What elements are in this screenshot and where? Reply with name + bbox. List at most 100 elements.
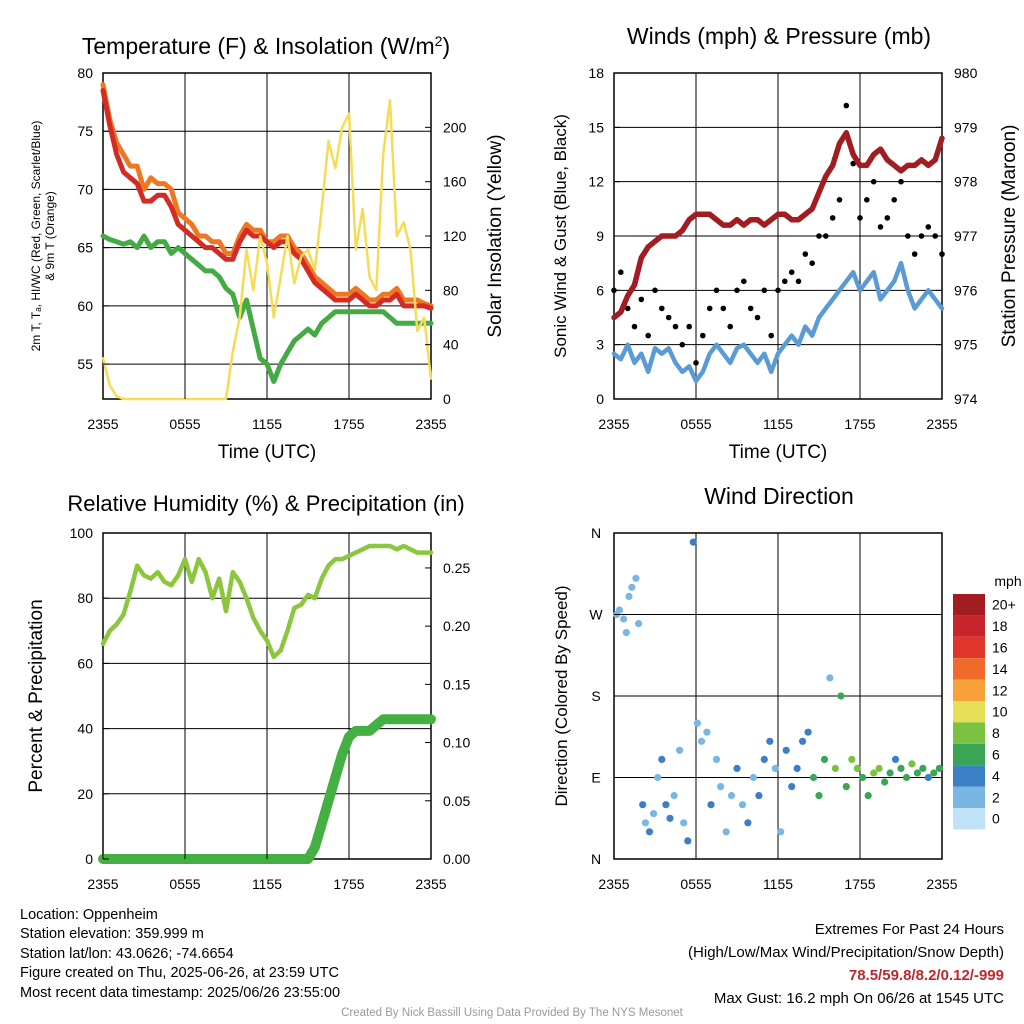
two-meter-temp-line	[100, 88, 434, 311]
direction-point	[625, 592, 633, 601]
gust-point	[857, 215, 863, 221]
direction-point	[760, 755, 768, 764]
legend-label: 6	[992, 747, 1000, 763]
direction-point	[662, 801, 670, 809]
title-close: )	[442, 33, 450, 59]
gust-point	[816, 233, 822, 239]
direction-point	[902, 773, 911, 782]
winds-panel: Winds (mph) & Pressure (mb) 2355 0555 1155…	[551, 23, 1020, 463]
direction-point	[771, 764, 779, 773]
direction-point	[615, 606, 624, 614]
direction-tick-label: E	[591, 770, 600, 786]
title-superscript: 2	[435, 33, 443, 49]
y-tick-label-right: 0.10	[443, 735, 470, 751]
direction-point	[654, 773, 662, 782]
x-tick-label: 2355	[415, 876, 446, 892]
temperature-right-axis-label: Solar Insolation (Yellow)	[485, 134, 506, 337]
y-tick-label-left: 15	[588, 119, 604, 135]
gust-point	[734, 287, 740, 294]
gust-point	[925, 224, 932, 230]
direction-point	[755, 792, 763, 800]
direction-point	[717, 783, 725, 791]
direction-point	[749, 773, 758, 782]
direction-point	[766, 737, 774, 745]
legend-swatch	[953, 722, 985, 744]
y-tick-label-left: 12	[588, 174, 604, 190]
legend-swatch	[953, 615, 985, 637]
legend-label: 2	[992, 789, 1000, 805]
direction-point	[837, 692, 845, 700]
gust-point	[638, 296, 645, 303]
legend-title: mph	[994, 573, 1021, 589]
gust-point	[898, 178, 904, 185]
gust-point	[864, 197, 870, 203]
gust-point	[911, 251, 918, 257]
legend-swatch	[953, 808, 985, 830]
temperature-chart-title: Temperature (F) & Insolation (W/m2)	[82, 33, 450, 59]
gust-point	[782, 278, 788, 285]
gust-point	[631, 323, 638, 330]
x-tick-label: 1155	[252, 416, 282, 432]
y-tick-label-right: 40	[443, 337, 459, 353]
gust-point	[795, 278, 802, 285]
gust-point	[788, 269, 795, 276]
direction-point	[793, 764, 801, 773]
x-tick-label: 2355	[598, 876, 629, 892]
legend-label: 20+	[992, 597, 1016, 613]
temperature-x-axis-label: Time (UTC)	[218, 442, 317, 463]
gust-point	[686, 323, 692, 330]
direction-point	[680, 819, 688, 827]
legend-label: 4	[992, 768, 1000, 784]
y-tick-label-left: 18	[588, 65, 604, 81]
direction-point	[712, 755, 721, 764]
direction-point	[804, 728, 812, 736]
gust-point	[918, 233, 925, 239]
direction-point	[635, 620, 643, 628]
direction-point	[919, 764, 927, 773]
gust-point	[823, 233, 829, 239]
direction-tick-label: N	[591, 525, 601, 541]
y-tick-label-left: 65	[77, 240, 93, 256]
direction-point	[848, 755, 856, 764]
y-tick-label-left: 55	[77, 356, 93, 372]
legend-swatch	[953, 658, 985, 680]
y-tick-label-left: 9	[596, 228, 604, 244]
legend-label: 18	[992, 618, 1008, 634]
direction-point	[689, 538, 697, 546]
y-tick-label-right: 0.25	[443, 560, 470, 576]
y-tick-label-right: 200	[443, 119, 467, 135]
y-tick-label-left: 6	[596, 282, 604, 298]
direction-point	[722, 828, 730, 836]
direction-point	[935, 764, 943, 773]
y-tick-label-left: 0	[85, 851, 93, 867]
gust-point	[775, 287, 781, 294]
location-text: Location: Oppenheim	[20, 907, 158, 923]
x-tick-label: 1155	[252, 876, 282, 892]
gust-point	[645, 332, 651, 339]
gust-point	[741, 278, 747, 285]
y-tick-label-left: 60	[77, 655, 93, 671]
y-tick-label-right: 979	[954, 119, 978, 135]
gust-point	[761, 287, 768, 294]
direction-point	[628, 583, 636, 591]
gust-point	[713, 287, 720, 294]
gust-point	[870, 178, 877, 185]
x-tick-label: 2355	[926, 876, 957, 892]
max-gust-text: Max Gust: 16.2 mph On 06/26 at 1545 UTC	[713, 990, 1004, 1007]
winds-right-axis-label: Station Pressure (Maroon)	[999, 125, 1020, 348]
x-tick-label: 2355	[87, 876, 118, 892]
gust-point	[700, 332, 706, 339]
humidity-panel: Relative Humidity (%) & Precipitation (i…	[26, 491, 470, 892]
legend-swatch	[953, 786, 985, 808]
y-tick-label-left: 0	[596, 391, 604, 407]
extremes-subtitle: (High/Low/Max Wind/Precipitation/Snow De…	[688, 944, 1004, 961]
direction-point	[658, 755, 666, 764]
direction-point	[809, 773, 818, 782]
direction-point	[684, 837, 692, 845]
recent-data-text: Most recent data timestamp: 2025/06/26 2…	[20, 984, 341, 1001]
left-axis-label-line: 2m T, Tₐ, HI/WC (Red, Green, Scarlet/Blu…	[29, 121, 43, 352]
humidity-chart-title: Relative Humidity (%) & Precipitation (i…	[67, 491, 464, 516]
legend-label: 16	[992, 640, 1008, 656]
legend-label: 0	[992, 811, 1000, 827]
legend-swatch	[953, 594, 985, 616]
